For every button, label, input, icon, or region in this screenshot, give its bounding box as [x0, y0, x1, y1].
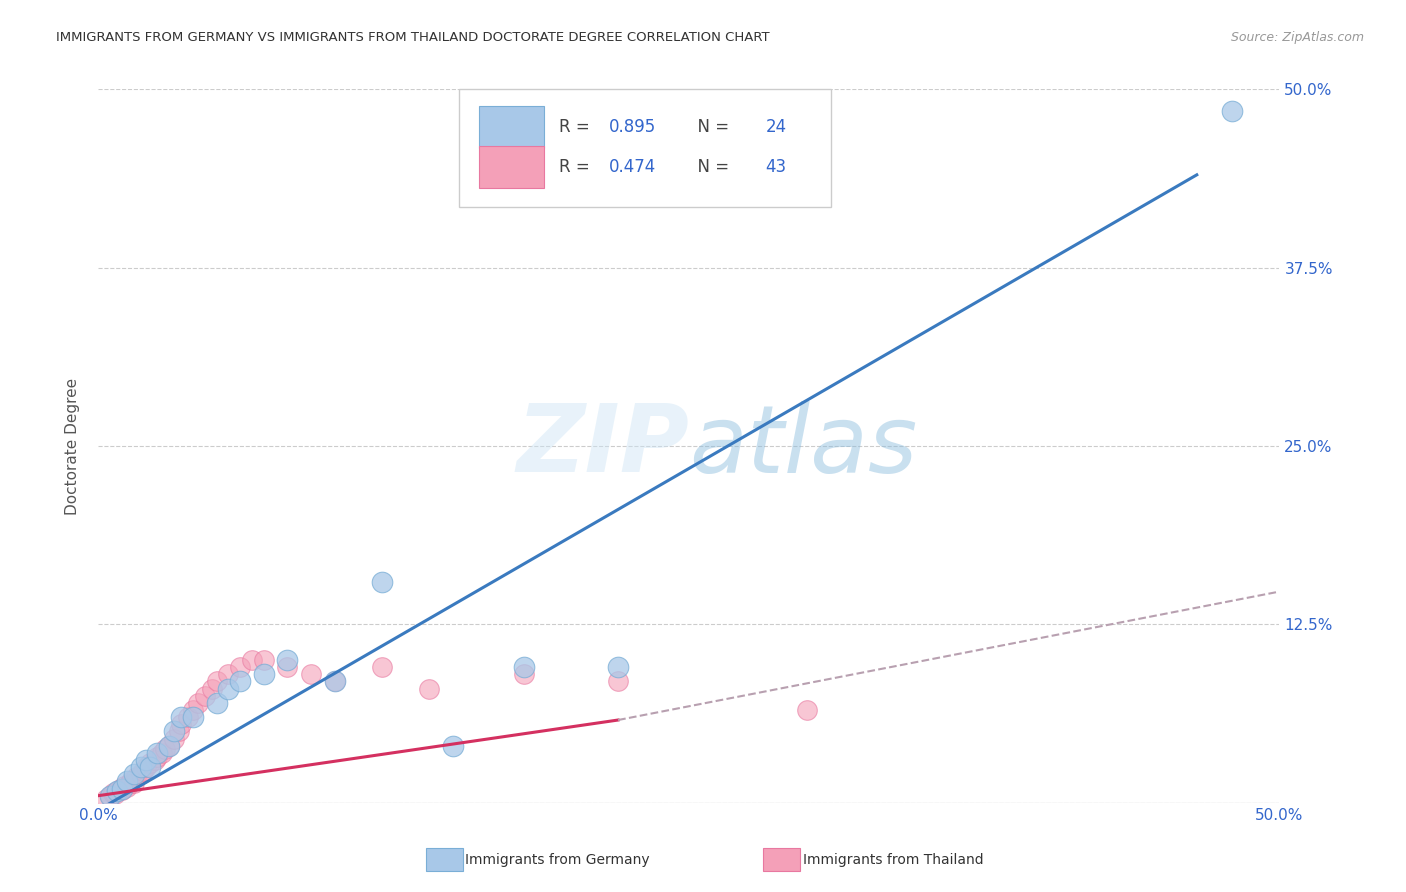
Point [181, 703, 204, 717]
Text: 0.895: 0.895 [609, 118, 655, 136]
Point [98, 789, 121, 803]
Point [299, 667, 322, 681]
Point [240, 653, 263, 667]
Point [607, 674, 630, 689]
Point [323, 674, 346, 689]
Point [371, 660, 394, 674]
Point [143, 753, 166, 767]
Point [177, 710, 200, 724]
Point [122, 776, 145, 790]
Point [115, 774, 138, 789]
Point [111, 783, 134, 797]
Y-axis label: Doctorate Degree: Doctorate Degree [65, 377, 80, 515]
Point [157, 739, 180, 753]
Text: 43: 43 [766, 158, 787, 176]
Point [101, 786, 124, 800]
Point [323, 674, 346, 689]
Text: N =: N = [686, 158, 734, 176]
Point [217, 681, 239, 696]
Point [253, 667, 276, 681]
Point [205, 674, 228, 689]
Point [187, 696, 209, 710]
Text: Immigrants from Germany: Immigrants from Germany [465, 853, 650, 867]
Point [796, 703, 818, 717]
Point [1220, 103, 1243, 118]
Point [201, 681, 224, 696]
Point [512, 667, 534, 681]
Text: IMMIGRANTS FROM GERMANY VS IMMIGRANTS FROM THAILAND DOCTORATE DEGREE CORRELATION: IMMIGRANTS FROM GERMANY VS IMMIGRANTS FR… [56, 31, 770, 45]
Text: N =: N = [686, 118, 734, 136]
Point [129, 760, 152, 774]
Point [125, 770, 148, 784]
Point [118, 777, 141, 791]
FancyBboxPatch shape [478, 146, 544, 187]
Point [122, 767, 145, 781]
Point [105, 784, 128, 798]
Point [441, 739, 464, 753]
Text: Immigrants from Thailand: Immigrants from Thailand [803, 853, 983, 867]
Text: ZIP: ZIP [516, 400, 689, 492]
Point [98, 789, 121, 803]
Point [205, 696, 228, 710]
Point [139, 760, 162, 774]
Point [150, 746, 173, 760]
Text: atlas: atlas [689, 401, 917, 491]
Point [229, 660, 252, 674]
Point [132, 764, 155, 779]
Point [418, 681, 440, 696]
Point [135, 760, 157, 774]
Point [111, 781, 134, 796]
Point [153, 741, 176, 756]
Point [129, 767, 152, 781]
Point [163, 731, 186, 746]
Point [276, 653, 298, 667]
Point [115, 780, 138, 794]
Point [170, 710, 193, 724]
Point [105, 784, 128, 798]
Point [170, 717, 193, 731]
Point [146, 746, 169, 760]
Point [94, 791, 117, 805]
Point [108, 781, 131, 796]
Point [194, 689, 217, 703]
FancyBboxPatch shape [458, 89, 831, 207]
Point [607, 660, 630, 674]
Point [181, 710, 204, 724]
FancyBboxPatch shape [478, 106, 544, 148]
Text: 0.474: 0.474 [609, 158, 655, 176]
Point [112, 779, 135, 793]
Point [135, 753, 157, 767]
Point [157, 739, 180, 753]
Point [104, 787, 127, 801]
Point [253, 653, 276, 667]
Point [139, 756, 162, 770]
Point [121, 774, 143, 789]
Point [371, 574, 394, 589]
Point [512, 660, 534, 674]
Text: R =: R = [560, 118, 595, 136]
Point [163, 724, 186, 739]
Text: Source: ZipAtlas.com: Source: ZipAtlas.com [1230, 31, 1364, 45]
Text: R =: R = [560, 158, 595, 176]
Text: 24: 24 [766, 118, 787, 136]
Point [167, 724, 190, 739]
Point [229, 674, 252, 689]
Point [146, 750, 169, 764]
Point [217, 667, 239, 681]
Point [276, 660, 298, 674]
